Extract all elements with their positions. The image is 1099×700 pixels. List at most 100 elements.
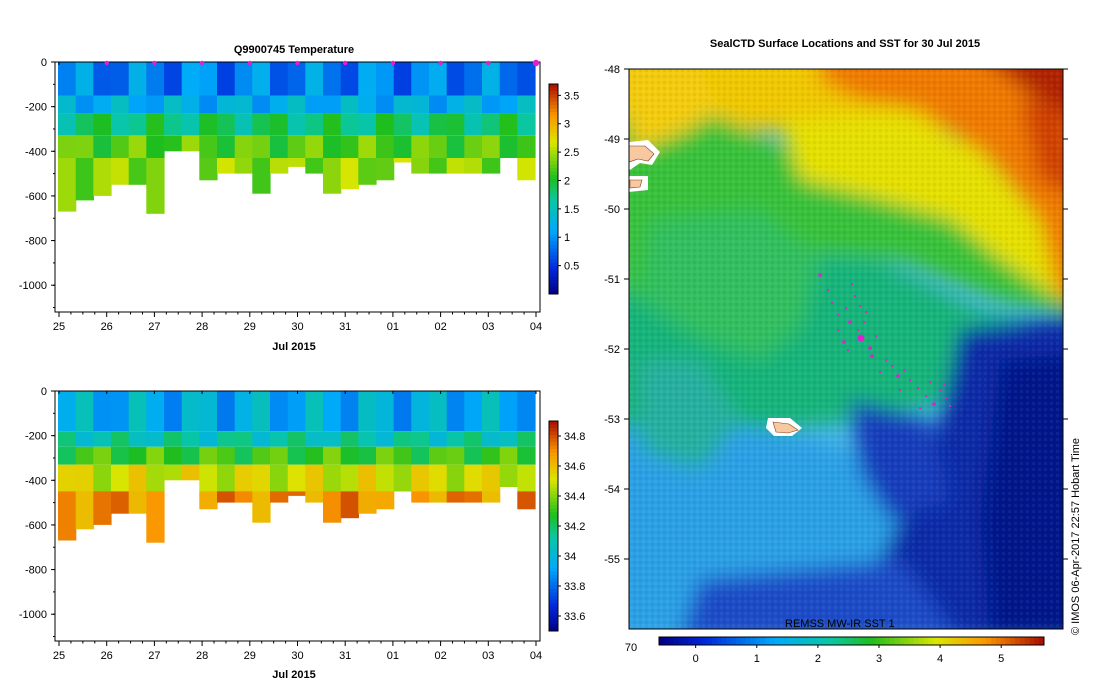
profile-cell [252, 113, 271, 136]
y-tick-label: -400 [25, 146, 47, 158]
profile-cell [517, 464, 536, 492]
profile-cell [75, 464, 94, 492]
latitude-label: -54 [604, 484, 620, 496]
profile-cell [287, 491, 306, 496]
profile-cell [287, 95, 306, 114]
colorbar-segment [549, 287, 558, 291]
colorbar-segment [549, 143, 558, 148]
profile-cell [270, 62, 289, 96]
colorbar-segment [549, 136, 558, 141]
profile-cell [482, 158, 501, 174]
seal-location-dot [826, 288, 830, 292]
colorbar-tick-label: 2 [564, 175, 570, 187]
colorbar-segment [697, 637, 703, 645]
profile-marker [152, 60, 157, 66]
colorbar-segment [549, 554, 558, 558]
profile-cell [429, 158, 448, 174]
seal-location-dot [858, 304, 862, 308]
colorbar-tick-label: 34.8 [564, 431, 585, 443]
profile-cell [75, 491, 94, 530]
profile-cell [252, 446, 271, 465]
profile-cell [58, 464, 77, 492]
profile-cell [393, 431, 412, 447]
colorbar-segment [549, 592, 558, 597]
y-tick-label: -800 [25, 236, 47, 248]
profile-cell [128, 464, 147, 492]
seal-location-dot [870, 354, 874, 358]
x-tick-label: 29 [244, 650, 256, 662]
x-tick-label: 30 [291, 650, 303, 662]
colorbar-segment [938, 637, 944, 645]
profile-cell [181, 135, 200, 152]
seal-location-dot [908, 378, 912, 382]
colorbar-segment [779, 637, 785, 645]
profile-cell [499, 391, 518, 432]
colorbar-segment [549, 171, 558, 176]
profile-cell [181, 62, 200, 96]
colorbar-segment [549, 154, 558, 158]
x-tick-label: 01 [387, 650, 399, 662]
profile-cell [75, 113, 94, 136]
profile-cell [252, 158, 271, 194]
profile-cell [181, 431, 200, 447]
colorbar-segment [1034, 637, 1040, 645]
profile-cell [164, 464, 183, 481]
latitude-label: -53 [604, 414, 620, 426]
profile-cell [217, 431, 236, 447]
colorbar-segment [865, 637, 872, 645]
colorbar-segment [549, 501, 558, 506]
profile-cell [464, 464, 483, 492]
profile-cell [340, 491, 359, 519]
colorbar-segment [683, 637, 689, 645]
colorbar-segment [549, 147, 558, 151]
seal-location-dot [944, 396, 948, 400]
colorbar-segment [731, 637, 737, 645]
profile-cell [199, 113, 218, 136]
colorbar-segment [687, 637, 694, 645]
profile-cell [517, 135, 536, 158]
colorbar-segment [549, 241, 558, 246]
y-tick-label: -600 [25, 191, 47, 203]
colorbar-segment [549, 255, 558, 260]
x-tick-label: 26 [101, 321, 113, 333]
colorbar-segment [549, 199, 558, 204]
profile-cell [340, 113, 359, 136]
colorbar-segment [549, 494, 558, 499]
profile-cell [305, 446, 324, 465]
profile-cell [252, 464, 271, 492]
colorbar-segment [549, 603, 558, 607]
colorbar-segment [549, 105, 558, 109]
profile-cell [164, 431, 183, 447]
profile-cell [482, 95, 501, 114]
colorbar-segment [549, 543, 558, 548]
profile-cell [199, 391, 218, 432]
profile-cell [411, 62, 430, 96]
profile-cell [164, 95, 183, 114]
profile-cell [252, 391, 271, 432]
colorbar-tick-label: 0.5 [564, 261, 579, 273]
profile-cell [340, 391, 359, 432]
x-tick-label: 03 [482, 650, 494, 662]
profile-cell [376, 113, 395, 136]
colorbar-segment [668, 637, 674, 645]
profile-cell [111, 464, 130, 492]
colorbar-segment [549, 213, 558, 218]
colorbar-segment [784, 637, 790, 645]
colorbar-segment [549, 526, 558, 530]
profile-cell [411, 464, 430, 492]
colorbar-segment [1024, 637, 1030, 645]
profile-marker [199, 60, 205, 66]
profile-cell [358, 431, 377, 447]
profile-cell [146, 158, 165, 214]
profile-cell [234, 113, 253, 136]
profile-cell [340, 431, 359, 447]
profile-cell [58, 446, 77, 465]
profile-cell [181, 95, 200, 114]
colorbar-segment [549, 557, 558, 562]
celsius-tick-label: 0 [693, 653, 699, 665]
colorbar-segment [832, 637, 838, 645]
colorbar-segment [995, 637, 1002, 645]
celsius-tick-label: 5 [998, 653, 1004, 665]
profile-cell [517, 391, 536, 432]
